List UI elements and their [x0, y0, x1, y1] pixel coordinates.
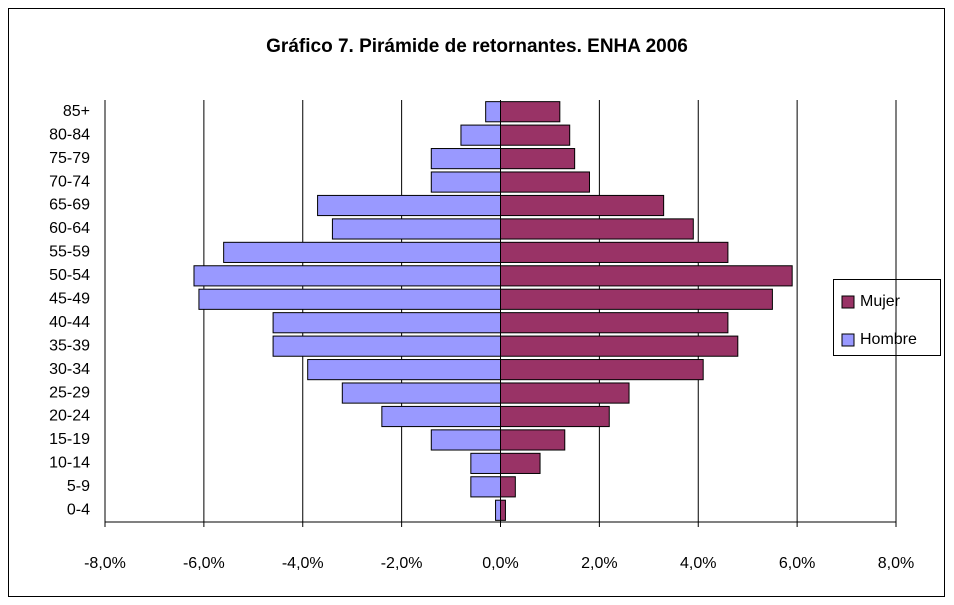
x-tick-label: 2,0%: [581, 555, 617, 572]
x-tick-label: -6,0%: [183, 555, 225, 572]
bar: [500, 335, 739, 357]
bar: [500, 265, 793, 287]
bar: [500, 476, 516, 498]
bar: [500, 359, 704, 381]
bar: [331, 218, 501, 240]
bar: [341, 382, 501, 404]
y-tick-label: 40-44: [49, 314, 90, 331]
bar: [500, 312, 729, 334]
bar: [500, 101, 561, 123]
y-tick-label: 45-49: [49, 290, 90, 307]
y-tick-label: 15-19: [49, 431, 90, 448]
bar: [485, 101, 502, 123]
bar: [272, 335, 501, 357]
y-tick-label: 5-9: [67, 478, 90, 495]
bar: [430, 429, 502, 451]
legend-label: Hombre: [860, 331, 917, 348]
bar: [470, 452, 501, 474]
y-tick-label: 65-69: [49, 197, 90, 214]
bar: [272, 312, 501, 334]
bar: [223, 241, 501, 263]
y-tick-label: 20-24: [49, 408, 90, 425]
bar: [307, 359, 501, 381]
bar: [500, 241, 729, 263]
bar: [500, 499, 506, 521]
bar: [500, 452, 541, 474]
y-tick-label: 35-39: [49, 337, 90, 354]
bar: [500, 218, 694, 240]
legend-swatch: [841, 333, 855, 347]
x-tick-label: 6,0%: [779, 555, 815, 572]
y-tick-label: 30-34: [49, 361, 90, 378]
y-tick-label: 50-54: [49, 267, 90, 284]
y-tick-label: 80-84: [49, 126, 90, 143]
bar: [430, 171, 502, 193]
bar: [193, 265, 502, 287]
bar: [500, 382, 630, 404]
y-tick-label: 25-29: [49, 384, 90, 401]
y-tick-label: 55-59: [49, 244, 90, 261]
x-tick-label: 0,0%: [482, 555, 518, 572]
bar: [500, 429, 566, 451]
legend-swatch: [841, 295, 855, 309]
bar: [317, 194, 501, 217]
y-tick-label: 75-79: [49, 150, 90, 167]
bar: [381, 405, 502, 428]
bar: [460, 124, 502, 146]
x-tick-label: -8,0%: [84, 555, 126, 572]
bar: [500, 148, 576, 170]
y-tick-label: 70-74: [49, 173, 90, 190]
y-tick-label: 10-14: [49, 455, 90, 472]
bar: [500, 171, 590, 193]
bar: [500, 405, 610, 428]
bar: [500, 194, 665, 217]
bar: [470, 476, 501, 498]
bar: [430, 148, 502, 170]
bar: [500, 288, 773, 310]
y-tick-label: 85+: [63, 103, 90, 120]
y-tick-label: 0-4: [67, 501, 90, 518]
x-tick-label: -2,0%: [381, 555, 423, 572]
y-tick-label: 60-64: [49, 220, 90, 237]
x-tick-label: 8,0%: [878, 555, 914, 572]
bar: [500, 124, 571, 146]
legend-label: Mujer: [860, 293, 901, 310]
bar: [198, 288, 501, 310]
x-tick-label: -4,0%: [282, 555, 324, 572]
bar: [495, 499, 501, 521]
chart-title: Gráfico 7. Pirámide de retornantes. ENHA…: [266, 36, 688, 57]
x-tick-label: 4,0%: [680, 555, 716, 572]
